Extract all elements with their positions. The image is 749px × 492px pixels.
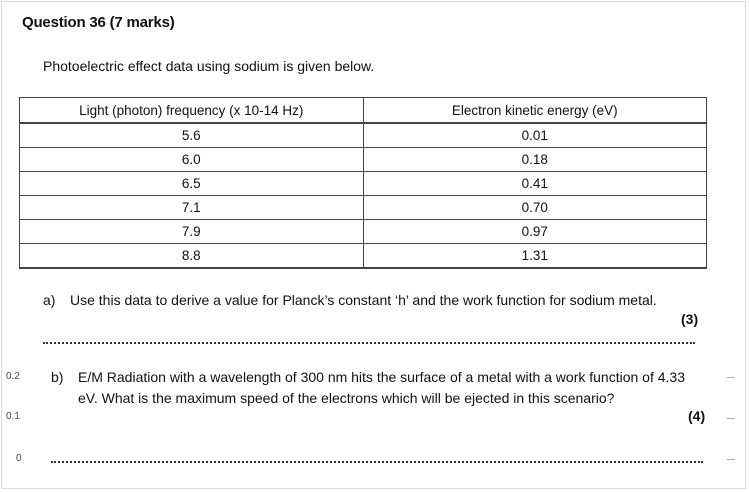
part-b-answer-line[interactable] [51, 461, 703, 463]
part-b-letter: b) [51, 369, 64, 385]
table-row: 6.5 0.41 [19, 171, 707, 196]
energy-cell: 0.70 [362, 195, 707, 220]
side-tick [727, 377, 735, 378]
energy-cell: 1.31 [362, 243, 707, 269]
energy-cell: 0.41 [362, 171, 707, 196]
side-axis-label: 0.2 [6, 371, 20, 382]
frequency-cell: 5.6 [19, 122, 364, 148]
side-axis-label: 0.1 [6, 411, 20, 422]
frequency-cell: 7.9 [19, 219, 364, 244]
table-row: 7.1 0.70 [19, 195, 707, 220]
frequency-cell: 6.0 [19, 147, 364, 172]
question-intro: Photoelectric effect data using sodium i… [43, 58, 375, 74]
table-row: 6.0 0.18 [19, 147, 707, 172]
part-b-marks: (4) [688, 408, 706, 424]
energy-cell: 0.97 [362, 219, 707, 244]
part-b-text: E/M Radiation with a wavelength of 300 n… [78, 369, 685, 406]
header-frequency: Light (photon) frequency (x 10-14 Hz) [19, 97, 364, 124]
part-a-answer-line[interactable] [43, 342, 695, 344]
side-tick [727, 418, 735, 419]
table-row: 8.8 1.31 [19, 243, 707, 269]
table-row: 7.9 0.97 [19, 219, 707, 244]
part-a-letter: a) [43, 292, 56, 308]
energy-cell: 0.18 [362, 147, 707, 172]
table-row: 5.6 0.01 [19, 122, 707, 148]
header-kinetic-energy: Electron kinetic energy (eV) [362, 97, 707, 124]
side-axis-label: 0 [16, 453, 22, 464]
part-a-marks: (3) [681, 311, 699, 327]
data-table: Light (photon) frequency (x 10-14 Hz) El… [19, 97, 707, 269]
table-header-row: Light (photon) frequency (x 10-14 Hz) El… [19, 97, 707, 124]
frequency-cell: 8.8 [19, 243, 364, 269]
question-title: Question 36 (7 marks) [22, 14, 175, 31]
part-a-text: Use this data to derive a value for Plan… [70, 292, 657, 308]
frequency-cell: 6.5 [19, 171, 364, 196]
energy-cell: 0.01 [362, 122, 707, 148]
side-tick [727, 459, 735, 460]
frequency-cell: 7.1 [19, 195, 364, 220]
